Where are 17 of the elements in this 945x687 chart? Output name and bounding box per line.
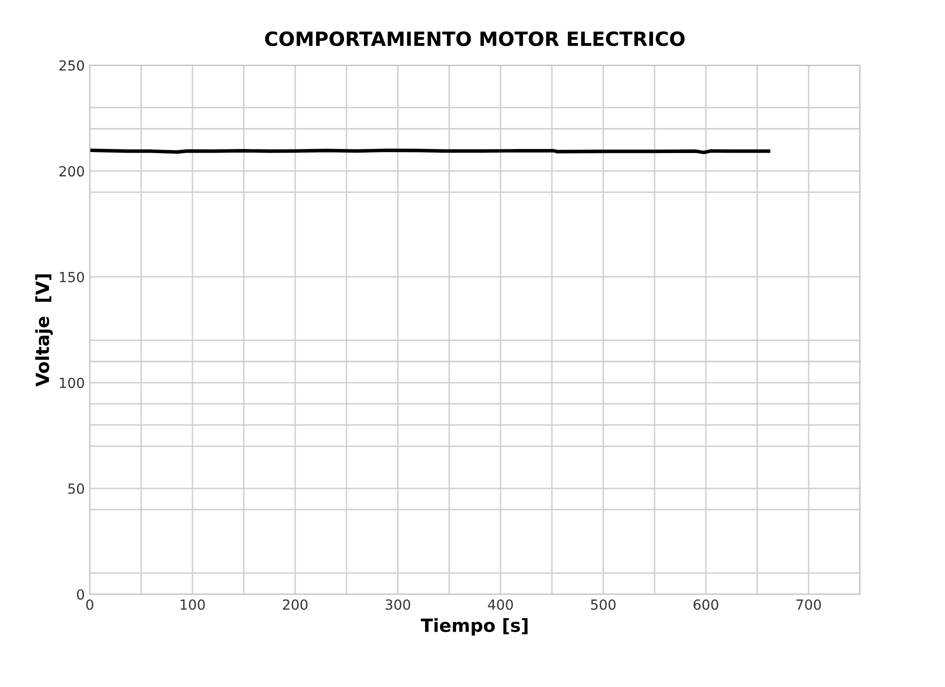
x-tick-label: 300 [386, 599, 410, 610]
y-tick-label: 150 [60, 272, 84, 282]
y-tick-label: 100 [60, 378, 84, 388]
y-tick-label: 0 [76, 589, 84, 600]
y-tick-label: 200 [59, 166, 84, 177]
x-tick-label: 400 [488, 599, 513, 610]
x-tick-label: 0 [86, 599, 94, 610]
x-tick-label: 200 [282, 599, 308, 610]
x-axis-title: Tiempo [s] [420, 618, 528, 636]
chart-title: COMPORTAMIENTO MOTOR ELECTRICO [265, 31, 685, 46]
y-axis-title: Voltaje [V] [35, 274, 53, 387]
x-tick-label: 100 [180, 599, 205, 610]
x-tick-label: 700 [796, 599, 821, 610]
x-tick-label: 500 [591, 599, 616, 610]
y-tick-label: 50 [68, 483, 84, 494]
x-tick-label: 600 [694, 599, 718, 610]
y-tick-label: 250 [59, 60, 84, 71]
